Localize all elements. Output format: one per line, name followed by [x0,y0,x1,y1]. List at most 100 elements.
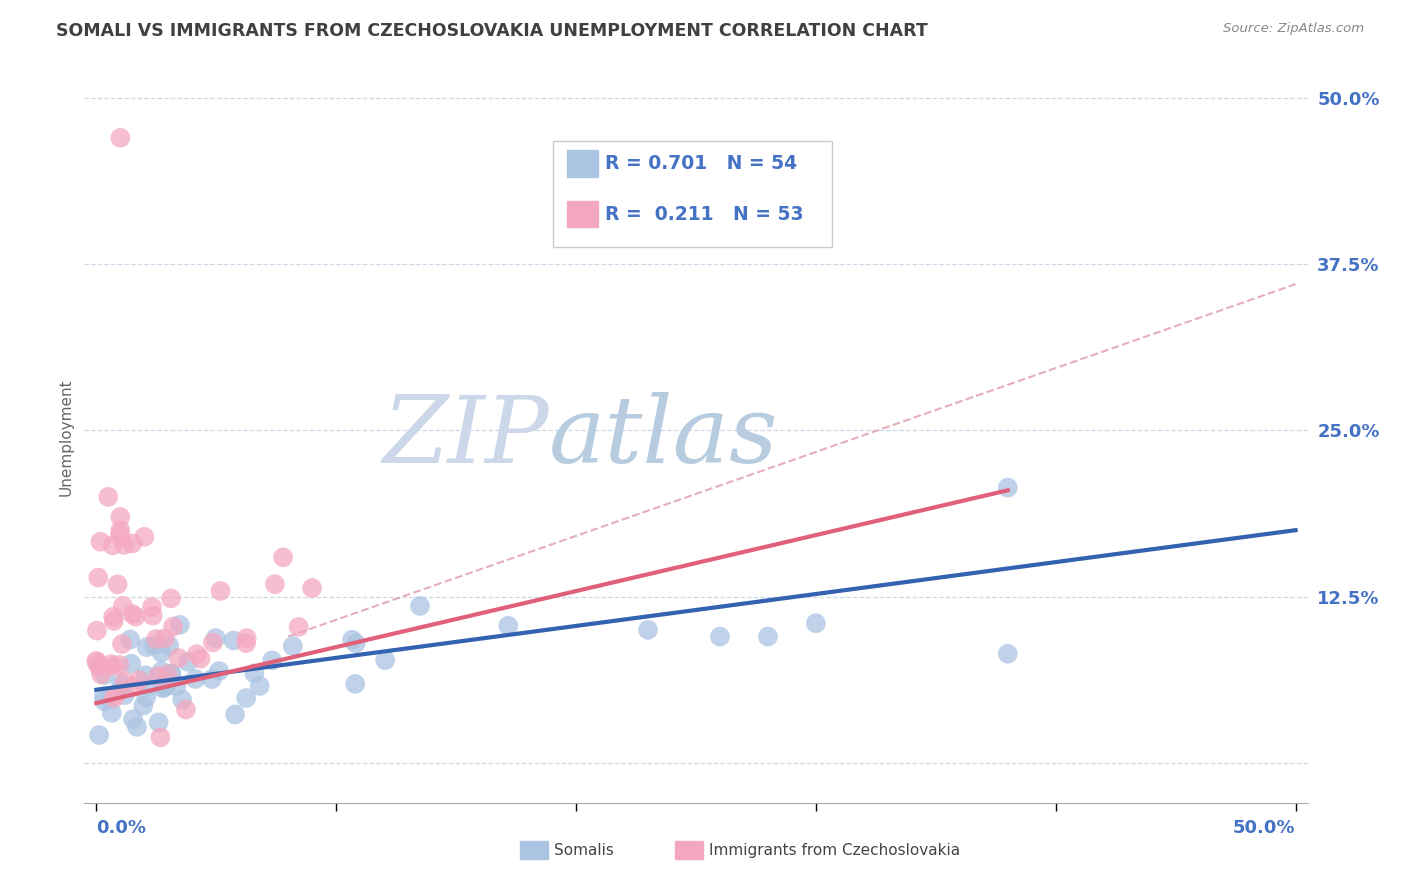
Point [103,614,125,628]
Point [108,528,131,542]
Point [204,631,226,645]
Point [135,640,157,654]
Point [301,581,323,595]
Point [235,691,257,706]
Point [108,657,131,672]
Point [756,630,779,644]
Point [155,679,177,693]
Point [169,618,191,632]
Point [111,637,134,651]
Point [177,655,200,669]
Point [110,677,132,691]
Point [344,636,367,650]
Point [271,550,294,565]
Point [148,715,170,730]
Y-axis label: Unemployment: Unemployment [58,378,73,496]
Point [149,731,172,745]
Point [235,631,257,645]
Point [101,609,124,624]
Point [145,632,167,646]
Point [167,651,190,665]
Point [134,530,156,544]
Point [100,657,122,672]
Text: 0.0%: 0.0% [97,819,146,837]
Point [374,653,396,667]
Point [122,680,145,694]
Point [120,632,142,647]
Point [107,577,129,591]
Point [804,616,827,631]
Point [110,131,132,145]
Point [157,639,180,653]
Point [174,702,197,716]
Point [222,633,245,648]
Point [152,681,174,695]
Point [208,664,231,678]
Point [150,646,173,660]
Point [87,659,110,673]
Point [496,619,519,633]
Point [146,669,169,683]
Point [89,534,111,549]
Point [249,679,271,693]
Point [114,674,136,689]
Point [89,659,111,673]
Point [160,666,183,681]
Text: atlas: atlas [550,392,779,482]
Point [136,679,159,693]
Point [142,608,165,623]
Point [122,712,145,726]
Point [111,681,134,696]
Point [160,667,183,681]
Point [135,690,157,705]
Point [114,688,136,702]
Point [141,599,163,614]
Point [110,509,132,524]
Point [87,728,110,742]
Point [184,672,207,686]
Text: R =  0.211   N = 53: R = 0.211 N = 53 [605,204,803,224]
Point [110,523,132,537]
Point [281,639,304,653]
Point [344,677,367,691]
Point [262,653,284,667]
Point [201,672,224,686]
Point [409,599,432,613]
Point [112,538,135,552]
Point [264,577,287,591]
Point [93,689,115,703]
Point [100,706,122,720]
Point [93,694,115,708]
Point [160,591,183,606]
Point [86,624,108,638]
Point [165,679,187,693]
Text: ZIP: ZIP [382,392,550,482]
Point [235,636,257,650]
Point [287,620,309,634]
Point [637,623,659,637]
Point [87,571,110,585]
Point [186,648,208,662]
Point [209,583,232,598]
Text: 50.0%: 50.0% [1233,819,1295,837]
Point [86,655,108,669]
Point [150,664,173,678]
Point [111,599,134,613]
Point [162,619,184,633]
Point [120,657,142,671]
Point [94,668,117,682]
Point [340,632,363,647]
Point [997,647,1019,661]
Text: SOMALI VS IMMIGRANTS FROM CZECHOSLOVAKIA UNEMPLOYMENT CORRELATION CHART: SOMALI VS IMMIGRANTS FROM CZECHOSLOVAKIA… [56,22,928,40]
Point [104,688,127,702]
Point [153,632,176,646]
Point [243,666,266,681]
Text: Somalis: Somalis [554,843,614,857]
Point [201,635,224,649]
Point [997,481,1019,495]
Point [153,681,176,695]
Point [224,707,246,722]
Point [172,692,194,706]
Point [90,667,112,681]
Point [156,667,179,681]
